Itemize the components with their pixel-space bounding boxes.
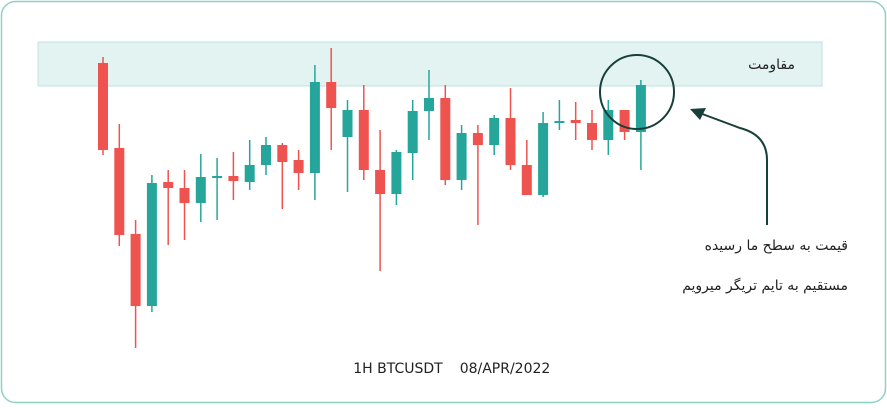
annotation-line: مستقیم به تایم تریگر میرویم <box>682 277 848 294</box>
candle-body <box>456 133 467 180</box>
candle-body <box>603 110 614 140</box>
candle-body <box>619 110 630 132</box>
candle-body <box>228 176 239 181</box>
arrow-head <box>690 108 706 120</box>
candle-body <box>554 121 565 123</box>
candle-body <box>146 183 157 306</box>
candle-body <box>375 170 386 194</box>
candle-body <box>179 188 190 203</box>
candle-body <box>521 165 532 195</box>
candle-body <box>163 182 174 188</box>
candle-body <box>570 120 581 123</box>
candle-body <box>587 123 597 140</box>
resistance-label: مقاومت <box>748 57 795 73</box>
footer-symbol: 1H BTCUSDT <box>353 361 443 377</box>
annotation-line: قیمت به سطح ما رسیده <box>705 238 848 254</box>
candle-body <box>130 234 141 306</box>
candle-body <box>261 145 271 165</box>
candle-body <box>489 118 500 145</box>
candle-body <box>244 165 255 182</box>
candle-body <box>114 148 125 235</box>
candle-body <box>407 111 418 153</box>
candle-body <box>472 133 483 145</box>
candle-body <box>293 160 304 173</box>
candle-body <box>195 177 206 203</box>
candle-body <box>98 63 108 150</box>
resistance-zone <box>37 41 823 87</box>
candle-body <box>277 145 288 162</box>
footer-date: 08/APR/2022 <box>460 361 551 377</box>
candle-body <box>424 98 434 111</box>
arrow <box>696 111 768 225</box>
candle-body <box>505 118 516 165</box>
candle-body <box>342 110 353 137</box>
candle-body <box>538 123 549 195</box>
candle-body <box>440 98 451 180</box>
candle-body <box>358 110 369 170</box>
candle-body <box>635 85 646 132</box>
candle-body <box>391 152 402 194</box>
candle-body <box>326 82 337 108</box>
highlight-circle <box>599 54 675 130</box>
candle-body <box>212 176 223 178</box>
candles <box>98 48 646 348</box>
candle-body <box>309 82 320 173</box>
